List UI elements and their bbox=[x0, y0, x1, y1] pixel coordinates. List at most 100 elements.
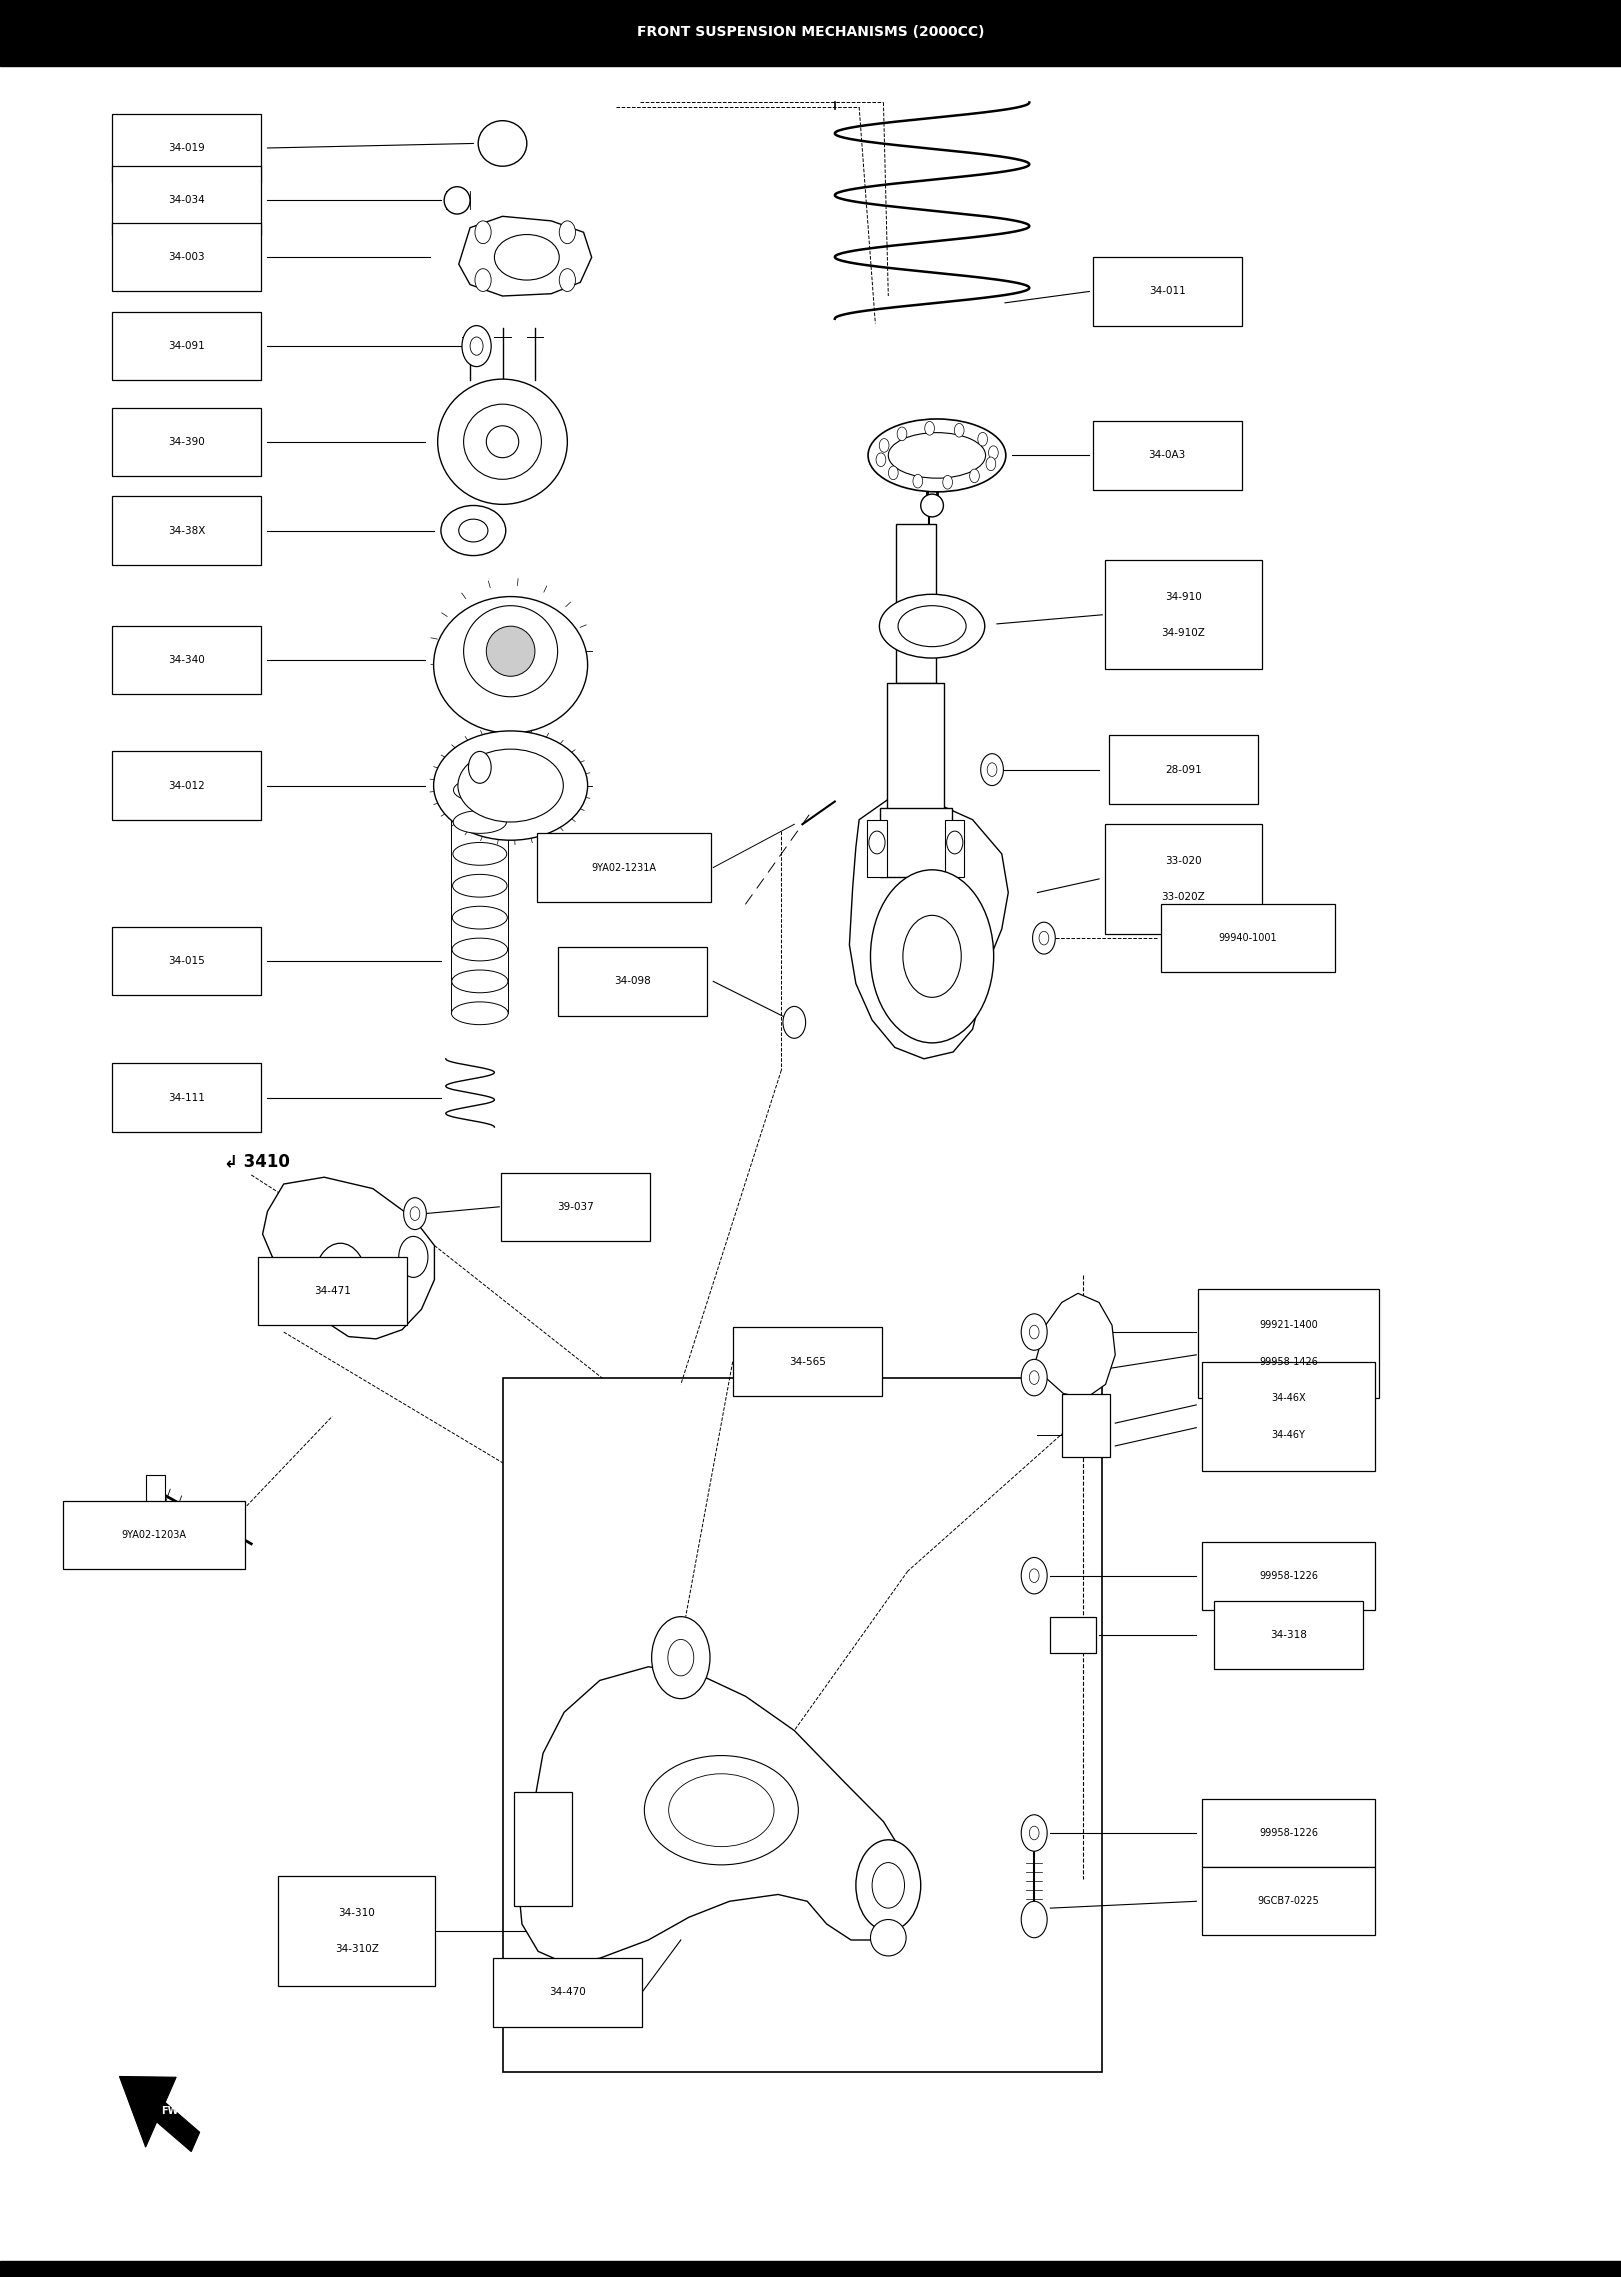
Circle shape bbox=[783, 1006, 806, 1038]
Text: 34-034: 34-034 bbox=[169, 196, 204, 205]
Circle shape bbox=[1029, 1325, 1039, 1339]
Text: 34-019: 34-019 bbox=[169, 143, 204, 153]
Text: FWD: FWD bbox=[160, 2106, 186, 2115]
Text: 33-020: 33-020 bbox=[1165, 856, 1201, 865]
Text: 34-38X: 34-38X bbox=[167, 526, 206, 535]
Bar bbox=[514, 1792, 572, 1906]
Circle shape bbox=[1021, 1815, 1047, 1851]
Ellipse shape bbox=[441, 505, 506, 556]
Circle shape bbox=[462, 326, 491, 367]
Circle shape bbox=[1029, 1371, 1039, 1384]
Text: 34-098: 34-098 bbox=[614, 977, 650, 986]
Polygon shape bbox=[1034, 1293, 1115, 1398]
Text: 9YA02-1203A: 9YA02-1203A bbox=[122, 1530, 186, 1539]
FancyBboxPatch shape bbox=[112, 1063, 261, 1132]
Circle shape bbox=[989, 446, 999, 460]
FancyBboxPatch shape bbox=[112, 114, 261, 182]
Circle shape bbox=[1021, 1901, 1047, 1938]
Ellipse shape bbox=[454, 811, 506, 833]
Circle shape bbox=[875, 453, 885, 467]
Bar bbox=[0, 2261, 1621, 2277]
Circle shape bbox=[475, 221, 491, 244]
FancyBboxPatch shape bbox=[1201, 1362, 1375, 1471]
Bar bbox=[146, 1475, 165, 1503]
FancyBboxPatch shape bbox=[501, 1173, 650, 1241]
Ellipse shape bbox=[452, 874, 507, 897]
Circle shape bbox=[986, 458, 995, 471]
Bar bbox=[867, 820, 887, 877]
Text: 33-020Z: 33-020Z bbox=[1162, 893, 1204, 902]
Ellipse shape bbox=[668, 1774, 775, 1847]
Circle shape bbox=[955, 424, 964, 437]
Text: 99958-1226: 99958-1226 bbox=[1260, 1828, 1318, 1838]
Ellipse shape bbox=[644, 1756, 798, 1865]
Circle shape bbox=[410, 1207, 420, 1220]
Text: 34-318: 34-318 bbox=[1271, 1630, 1307, 1639]
FancyBboxPatch shape bbox=[279, 1876, 434, 1986]
Circle shape bbox=[969, 469, 979, 483]
Polygon shape bbox=[120, 2077, 199, 2152]
Bar bbox=[887, 683, 943, 820]
Circle shape bbox=[856, 1840, 921, 1931]
Circle shape bbox=[668, 1639, 694, 1676]
FancyBboxPatch shape bbox=[63, 1501, 245, 1569]
FancyBboxPatch shape bbox=[112, 312, 261, 380]
FancyBboxPatch shape bbox=[1201, 1542, 1375, 1610]
FancyBboxPatch shape bbox=[112, 626, 261, 694]
Circle shape bbox=[981, 754, 1003, 786]
Text: 34-091: 34-091 bbox=[169, 342, 204, 351]
Circle shape bbox=[1021, 1557, 1047, 1594]
FancyBboxPatch shape bbox=[112, 408, 261, 476]
FancyBboxPatch shape bbox=[112, 496, 261, 565]
Polygon shape bbox=[459, 216, 592, 296]
Text: 34-565: 34-565 bbox=[789, 1357, 825, 1366]
FancyBboxPatch shape bbox=[1198, 1289, 1379, 1398]
Circle shape bbox=[869, 831, 885, 854]
Circle shape bbox=[896, 428, 906, 442]
Polygon shape bbox=[263, 1177, 434, 1339]
Ellipse shape bbox=[454, 779, 506, 802]
Ellipse shape bbox=[478, 121, 527, 166]
Circle shape bbox=[314, 1243, 366, 1316]
Bar bbox=[880, 808, 952, 877]
Text: 34-111: 34-111 bbox=[169, 1093, 204, 1102]
Text: 34-310Z: 34-310Z bbox=[334, 1945, 379, 1954]
Ellipse shape bbox=[486, 626, 535, 676]
Ellipse shape bbox=[433, 731, 587, 840]
Circle shape bbox=[399, 1236, 428, 1277]
Circle shape bbox=[870, 870, 994, 1043]
Polygon shape bbox=[849, 797, 1008, 1059]
Ellipse shape bbox=[888, 433, 986, 478]
Text: FRONT SUSPENSION MECHANISMS (2000CC): FRONT SUSPENSION MECHANISMS (2000CC) bbox=[637, 25, 984, 39]
Text: 9GCB7-0225: 9GCB7-0225 bbox=[1258, 1897, 1319, 1906]
Circle shape bbox=[924, 421, 934, 435]
Text: 99940-1001: 99940-1001 bbox=[1219, 934, 1277, 943]
Text: 34-0A3: 34-0A3 bbox=[1149, 451, 1185, 460]
FancyBboxPatch shape bbox=[1106, 560, 1261, 669]
Ellipse shape bbox=[459, 519, 488, 542]
Circle shape bbox=[468, 751, 491, 783]
Text: 99921-1400: 99921-1400 bbox=[1260, 1321, 1318, 1330]
Circle shape bbox=[1021, 1314, 1047, 1350]
Text: 34-011: 34-011 bbox=[1149, 287, 1185, 296]
Circle shape bbox=[943, 476, 953, 490]
Text: 34-340: 34-340 bbox=[169, 656, 204, 665]
Circle shape bbox=[977, 433, 987, 446]
FancyBboxPatch shape bbox=[1201, 1867, 1375, 1935]
Circle shape bbox=[652, 1617, 710, 1699]
Text: 28-091: 28-091 bbox=[1165, 765, 1201, 774]
FancyBboxPatch shape bbox=[1093, 421, 1242, 490]
Ellipse shape bbox=[452, 906, 507, 929]
Circle shape bbox=[888, 467, 898, 480]
FancyBboxPatch shape bbox=[1201, 1799, 1375, 1867]
Text: 34-910: 34-910 bbox=[1165, 592, 1201, 601]
Circle shape bbox=[1039, 931, 1049, 945]
Bar bbox=[503, 1378, 1102, 2072]
FancyBboxPatch shape bbox=[1106, 824, 1261, 934]
Bar bbox=[895, 524, 935, 683]
Text: 34-471: 34-471 bbox=[314, 1287, 350, 1296]
Circle shape bbox=[559, 221, 575, 244]
Text: ↲ 3410: ↲ 3410 bbox=[224, 1152, 290, 1170]
Text: 34-46Y: 34-46Y bbox=[1272, 1430, 1305, 1439]
Ellipse shape bbox=[494, 235, 559, 280]
